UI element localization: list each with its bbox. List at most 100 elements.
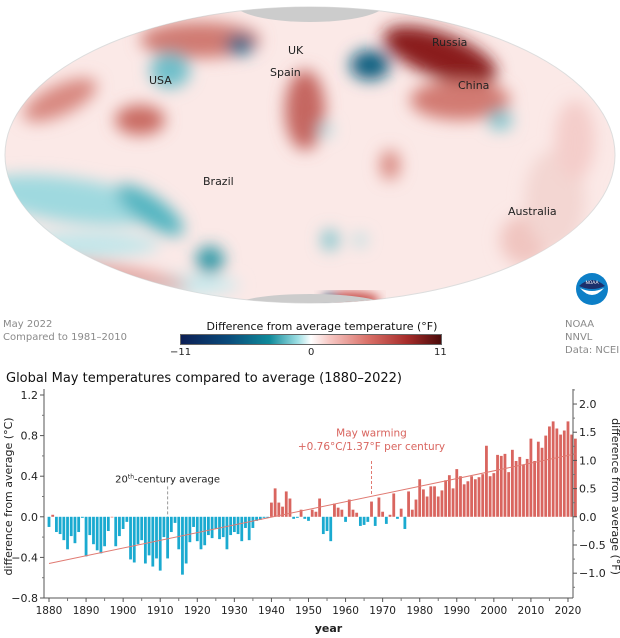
y-tick-label-right: 0.0 (579, 511, 597, 524)
bar-1954 (321, 516, 325, 535)
y-tick-label-left: −0.8 (11, 592, 38, 605)
bar-2006 (514, 460, 518, 517)
credit-caption: NOAA NNVL Data: NCEI (565, 318, 620, 357)
map-label-spain: Spain (270, 66, 301, 79)
bar-1928 (225, 516, 229, 550)
bar-1916 (181, 516, 184, 575)
y-tick-label-left: 0.0 (21, 511, 39, 524)
bar-1890 (84, 516, 88, 557)
bar-1893 (95, 516, 99, 551)
bar-1959 (340, 509, 344, 517)
bar-1988 (447, 475, 451, 517)
bar-1934 (247, 516, 251, 541)
credit-org: NOAA NNVL (565, 319, 595, 343)
x-tick-label: 2010 (518, 605, 545, 617)
bar-1925 (214, 516, 218, 529)
bar-1936 (255, 516, 258, 521)
bar-1943 (281, 506, 284, 517)
x-axis-label: year (315, 622, 343, 635)
bar-2003 (503, 453, 507, 517)
trend-line (48, 453, 576, 564)
bar-1971 (384, 516, 388, 524)
bar-2010 (529, 438, 533, 517)
bar-1994 (470, 476, 473, 517)
bar-1953 (318, 498, 322, 517)
bar-1924 (210, 516, 214, 539)
map-svg (4, 6, 616, 304)
bar-1910 (158, 516, 162, 571)
bar-2001 (496, 454, 499, 517)
bar-2005 (510, 449, 514, 517)
x-tick-label: 1950 (295, 605, 322, 617)
x-tick-label: 1970 (369, 605, 396, 617)
bar-1885 (66, 516, 69, 550)
colorbar (180, 334, 442, 345)
bar-1914 (173, 516, 177, 523)
bar-1982 (425, 496, 429, 517)
temperature-anomaly-map: USA UK Spain Russia China Brazil Austral… (0, 0, 620, 312)
colorbar-title: Difference from average temperature (°F) (206, 320, 438, 333)
x-tick-label: 2000 (480, 605, 507, 617)
bar-1921 (199, 516, 203, 550)
bar-1962 (351, 509, 355, 517)
x-tick-label: 1890 (73, 605, 100, 617)
axes-group: 1.2 0.8 0.4 0.0 −0.4 −0.8 2.0 1.5 1.0 0.5 0.0 −0.5 −… (11, 389, 606, 617)
bar-1979 (414, 499, 418, 517)
bar-1912 (166, 516, 170, 559)
bar-1964 (358, 516, 362, 526)
bar-1883 (58, 516, 62, 535)
bar-2009 (525, 458, 529, 517)
bar-2002 (499, 455, 503, 517)
bar-2018 (559, 434, 562, 517)
bar-1996 (477, 477, 481, 517)
bar-1940 (270, 502, 273, 517)
bar-1981 (422, 489, 425, 517)
warming-annotation-line1: May warming (336, 428, 407, 440)
south-pole-cap (235, 294, 385, 303)
bar-1904 (136, 516, 140, 545)
bar-1950 (307, 516, 310, 521)
bar-1998 (485, 445, 488, 517)
bar-1978 (410, 509, 414, 517)
y-tick-label-right: 1.5 (579, 426, 597, 439)
y-tick-label-right: −1.0 (579, 567, 606, 580)
bar-1944 (284, 491, 288, 517)
bar-1961 (347, 499, 351, 517)
bar-2017 (555, 428, 559, 517)
bar-1970 (381, 511, 385, 517)
bar-1909 (155, 516, 158, 559)
bar-2020 (566, 421, 570, 517)
bar-1923 (207, 516, 210, 536)
bar-1913 (169, 516, 173, 533)
bar-2000 (492, 473, 496, 517)
bar-1892 (92, 516, 95, 545)
bar-1973 (392, 493, 396, 517)
bar-1980 (418, 479, 422, 517)
map-label-uk: UK (288, 44, 304, 57)
bar-2022 (573, 438, 577, 517)
chart-title: Global May temperatures compared to aver… (6, 371, 402, 386)
annotations-group: 20th-century average May warming +0.76°C… (115, 428, 445, 517)
bar-1942 (277, 502, 281, 517)
x-tick-label: 1980 (406, 605, 433, 617)
bar-1882 (55, 516, 58, 533)
bar-1898 (114, 516, 118, 547)
bar-2007 (518, 456, 522, 517)
bar-1881 (51, 514, 55, 517)
warming-annotation-line2: +0.76°C/1.37°F per century (298, 441, 445, 453)
bar-1884 (62, 516, 66, 541)
bar-1905 (140, 516, 144, 541)
map-label-brazil: Brazil (203, 175, 234, 188)
noaa-logo-text: NOAA (585, 280, 599, 286)
bar-1957 (333, 503, 336, 517)
bar-1891 (88, 516, 92, 536)
baseline-label-rest: -century average (134, 474, 220, 485)
map-date-caption: May 2022 Compared to 1981–2010 (3, 318, 127, 344)
bar-1965 (362, 516, 366, 525)
bar-1911 (162, 516, 166, 538)
bar-1939 (266, 516, 270, 518)
map-label-china: China (458, 79, 490, 92)
y-tick-label-left: 0.8 (21, 430, 39, 443)
bar-1945 (288, 498, 292, 517)
